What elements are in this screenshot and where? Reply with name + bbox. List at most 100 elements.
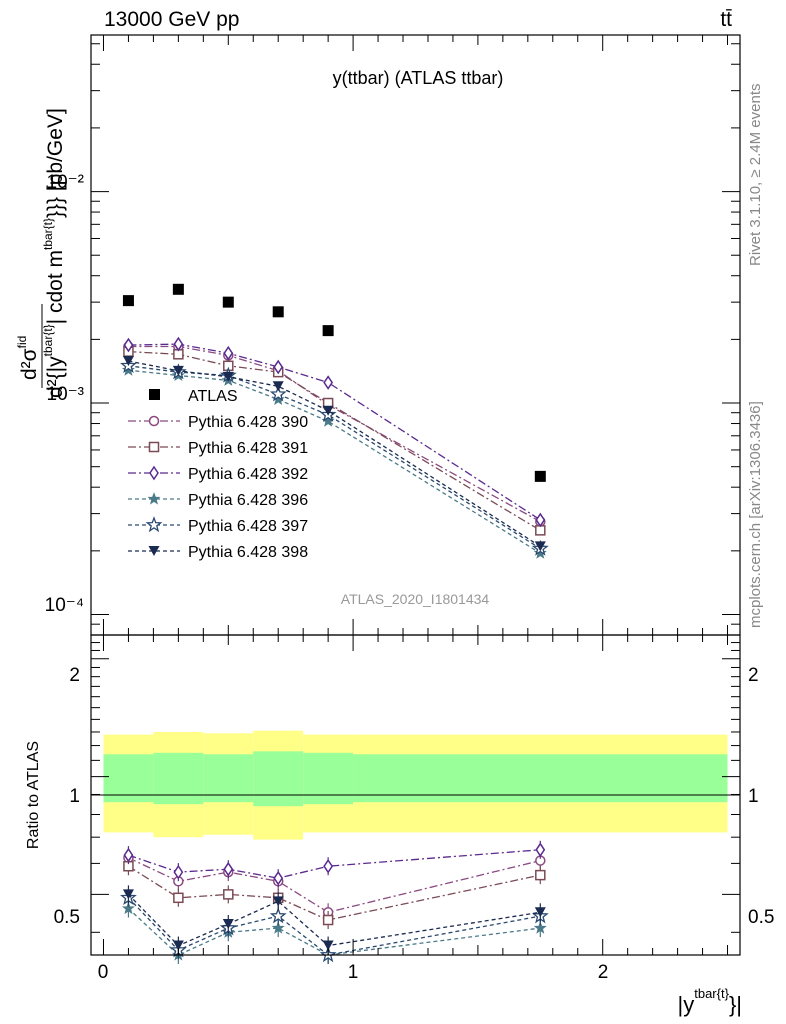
ratio-ytick-05-right: 0.5 xyxy=(748,907,774,928)
series-point xyxy=(534,541,546,552)
data-point xyxy=(172,283,184,295)
ratio-series-point xyxy=(273,870,284,886)
ratio-series-point xyxy=(122,889,134,900)
xtick-label-1: 1 xyxy=(348,962,359,983)
series-line xyxy=(128,343,541,521)
ratio-series-line xyxy=(127,897,541,956)
series-point xyxy=(269,385,287,402)
main-y-ticks xyxy=(91,43,740,636)
mcplots-label: mcplots.cern.ch [arXiv:1306.3436] xyxy=(747,401,764,628)
legend-label-data: ATLAS xyxy=(188,388,238,405)
legend-label: Pythia 6.428 397 xyxy=(188,518,308,535)
series-point xyxy=(173,336,184,352)
data-point xyxy=(122,295,134,307)
series-point xyxy=(273,359,284,375)
xlabel-tail: }| xyxy=(729,992,742,1017)
main-x-ticks xyxy=(102,35,729,635)
x-axis-label: |ytbar{t}}| xyxy=(678,986,742,1017)
xlabel-main: |y xyxy=(678,992,695,1017)
ratio-series-line xyxy=(127,908,541,956)
analysis-label: ATLAS_2020_I1801434 xyxy=(341,591,490,607)
rivet-label: Rivet 3.1.10, ≥ 2.4M events xyxy=(747,84,764,267)
ratio-series-point xyxy=(535,869,546,881)
series-point xyxy=(121,363,135,376)
ratio-series-line xyxy=(128,865,541,921)
series-point xyxy=(322,405,334,416)
svg-text:d²σfid: d²σfid xyxy=(15,336,41,380)
energy-label: 13000 GeV pp xyxy=(104,8,239,31)
ylabel-num: d²σ xyxy=(18,348,41,380)
data-point xyxy=(222,296,234,308)
ytick-label-1e-4: 10⁻⁴ xyxy=(45,595,84,616)
legend-marker xyxy=(147,492,161,505)
main-series xyxy=(120,283,549,559)
legend-label: Pythia 6.428 398 xyxy=(188,544,308,561)
series-line xyxy=(128,369,541,554)
series-point xyxy=(272,381,284,392)
legend-marker xyxy=(148,546,160,556)
legend-marker xyxy=(145,516,163,533)
ratio-bands xyxy=(103,730,728,840)
ratio-series-point xyxy=(269,907,287,924)
series-line xyxy=(128,365,541,550)
legend-marker xyxy=(148,415,160,427)
xlabel-sup: tbar{t} xyxy=(694,986,729,1001)
ratio-series-point xyxy=(322,914,334,926)
ylabel-num-sup: fid xyxy=(15,336,29,349)
ratio-band-inner xyxy=(153,752,204,805)
data-point xyxy=(534,470,546,482)
series-point xyxy=(172,365,184,376)
ratio-series-point xyxy=(323,858,334,874)
ylabel-tail-sup: tbar{t} xyxy=(41,218,55,250)
ylabel-tail: | cdot m xyxy=(44,250,67,324)
ratio-series xyxy=(120,840,549,964)
ratio-y-axis-label: Ratio to ATLAS xyxy=(25,741,42,849)
ratio-x-ticks xyxy=(102,635,729,955)
ratio-y-ticks xyxy=(91,642,740,933)
ratio-series-point xyxy=(172,940,184,951)
ratio-ytick-1-left: 1 xyxy=(69,786,80,807)
ylabel-den: d²{|y xyxy=(44,356,67,398)
ratio-series-line xyxy=(128,849,541,879)
series-point xyxy=(533,546,547,559)
ratio-ytick-1-right: 1 xyxy=(748,786,759,807)
legend-label: Pythia 6.428 390 xyxy=(188,414,308,431)
ratio-series-point xyxy=(322,940,334,951)
ratio-series-point xyxy=(534,907,546,918)
ratio-frame xyxy=(90,634,741,956)
data-point xyxy=(322,325,334,337)
ytick-label-1e-2: 10⁻² xyxy=(47,172,85,193)
legend-marker-data xyxy=(149,389,160,400)
xtick-label-2: 2 xyxy=(598,962,609,983)
ylabel-den-sup: tbar{t} xyxy=(41,324,55,356)
main-panel: y(ttbar) (ATLAS ttbar) ATLAS_2020_I18014… xyxy=(45,34,741,636)
ratio-series-point xyxy=(535,842,546,858)
process-label: tt̄ xyxy=(720,8,732,31)
ratio-series-line xyxy=(128,857,541,913)
series-point xyxy=(535,512,546,528)
ratio-series-line xyxy=(127,893,541,947)
main-y-axis-label: d²σfid d²{|ytbar{t}| cdot mtbar{t}}}} [p… xyxy=(15,108,67,398)
svg-text:d²{|ytbar{t}| cdot mtbar{t}}}}: d²{|ytbar{t}| cdot mtbar{t}}}} [pb/GeV] xyxy=(41,108,67,398)
series-line xyxy=(128,350,541,531)
legend-marker xyxy=(148,441,160,453)
series-point xyxy=(123,337,134,353)
legend-label: Pythia 6.428 392 xyxy=(188,466,308,483)
series-point xyxy=(222,371,234,382)
ratio-series-point xyxy=(173,892,184,904)
ratio-band-inner xyxy=(353,754,728,803)
legend-label: Pythia 6.428 396 xyxy=(188,492,308,509)
ratio-series-point xyxy=(173,864,184,880)
ratio-series-point xyxy=(222,919,234,930)
ylabel-unit: }}} [pb/GeV] xyxy=(44,108,67,218)
ratio-series-point xyxy=(533,921,547,934)
ratio-series-point xyxy=(272,896,284,907)
ratio-ytick-2-left: 2 xyxy=(69,665,80,686)
series-point xyxy=(223,345,234,361)
ratio-series-point xyxy=(271,921,285,934)
ratio-series-point xyxy=(123,847,134,863)
ratio-band-inner xyxy=(203,754,254,803)
ratio-ytick-05-left: 0.5 xyxy=(54,907,80,928)
ratio-series-point xyxy=(121,901,135,915)
